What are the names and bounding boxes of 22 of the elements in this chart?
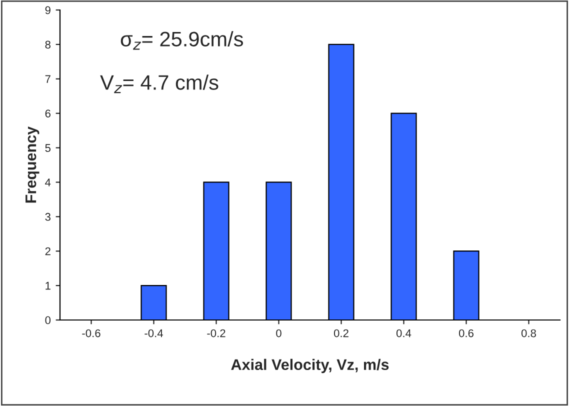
y-tick-label: 5	[45, 144, 51, 152]
x-tick-label: 0.4	[396, 329, 412, 338]
y-tick-label: 2	[45, 247, 50, 256]
x-tick-label: -0.2	[207, 329, 226, 338]
y-axis-title: Frequency	[26, 126, 40, 203]
x-tick-label: 0	[276, 329, 282, 338]
annotation: V$_{z}$= 4.7 cm/s	[100, 74, 218, 94]
y-tick-label: 4	[45, 178, 51, 186]
y-tick-label: 8	[45, 40, 50, 49]
y-tick-label: 7	[45, 75, 50, 83]
x-tick-label: -0.6	[82, 329, 100, 338]
y-tick-label: 3	[45, 212, 50, 221]
y-tick-label: 0	[45, 316, 51, 324]
x-tick-label: 0.8	[521, 329, 536, 338]
annotation: σ$_{z}$= 25.9cm/s	[120, 31, 244, 50]
y-tick-label: 1	[46, 282, 50, 290]
x-tick-label: -0.4	[144, 329, 163, 338]
x-axis-title: Axial Velocity, Vz, m/s	[231, 358, 389, 374]
y-tick-label: 6	[45, 110, 50, 118]
x-tick-label: 0.2	[334, 329, 348, 338]
x-tick-label: 0.6	[458, 329, 474, 338]
y-tick-label: 9	[45, 6, 50, 14]
